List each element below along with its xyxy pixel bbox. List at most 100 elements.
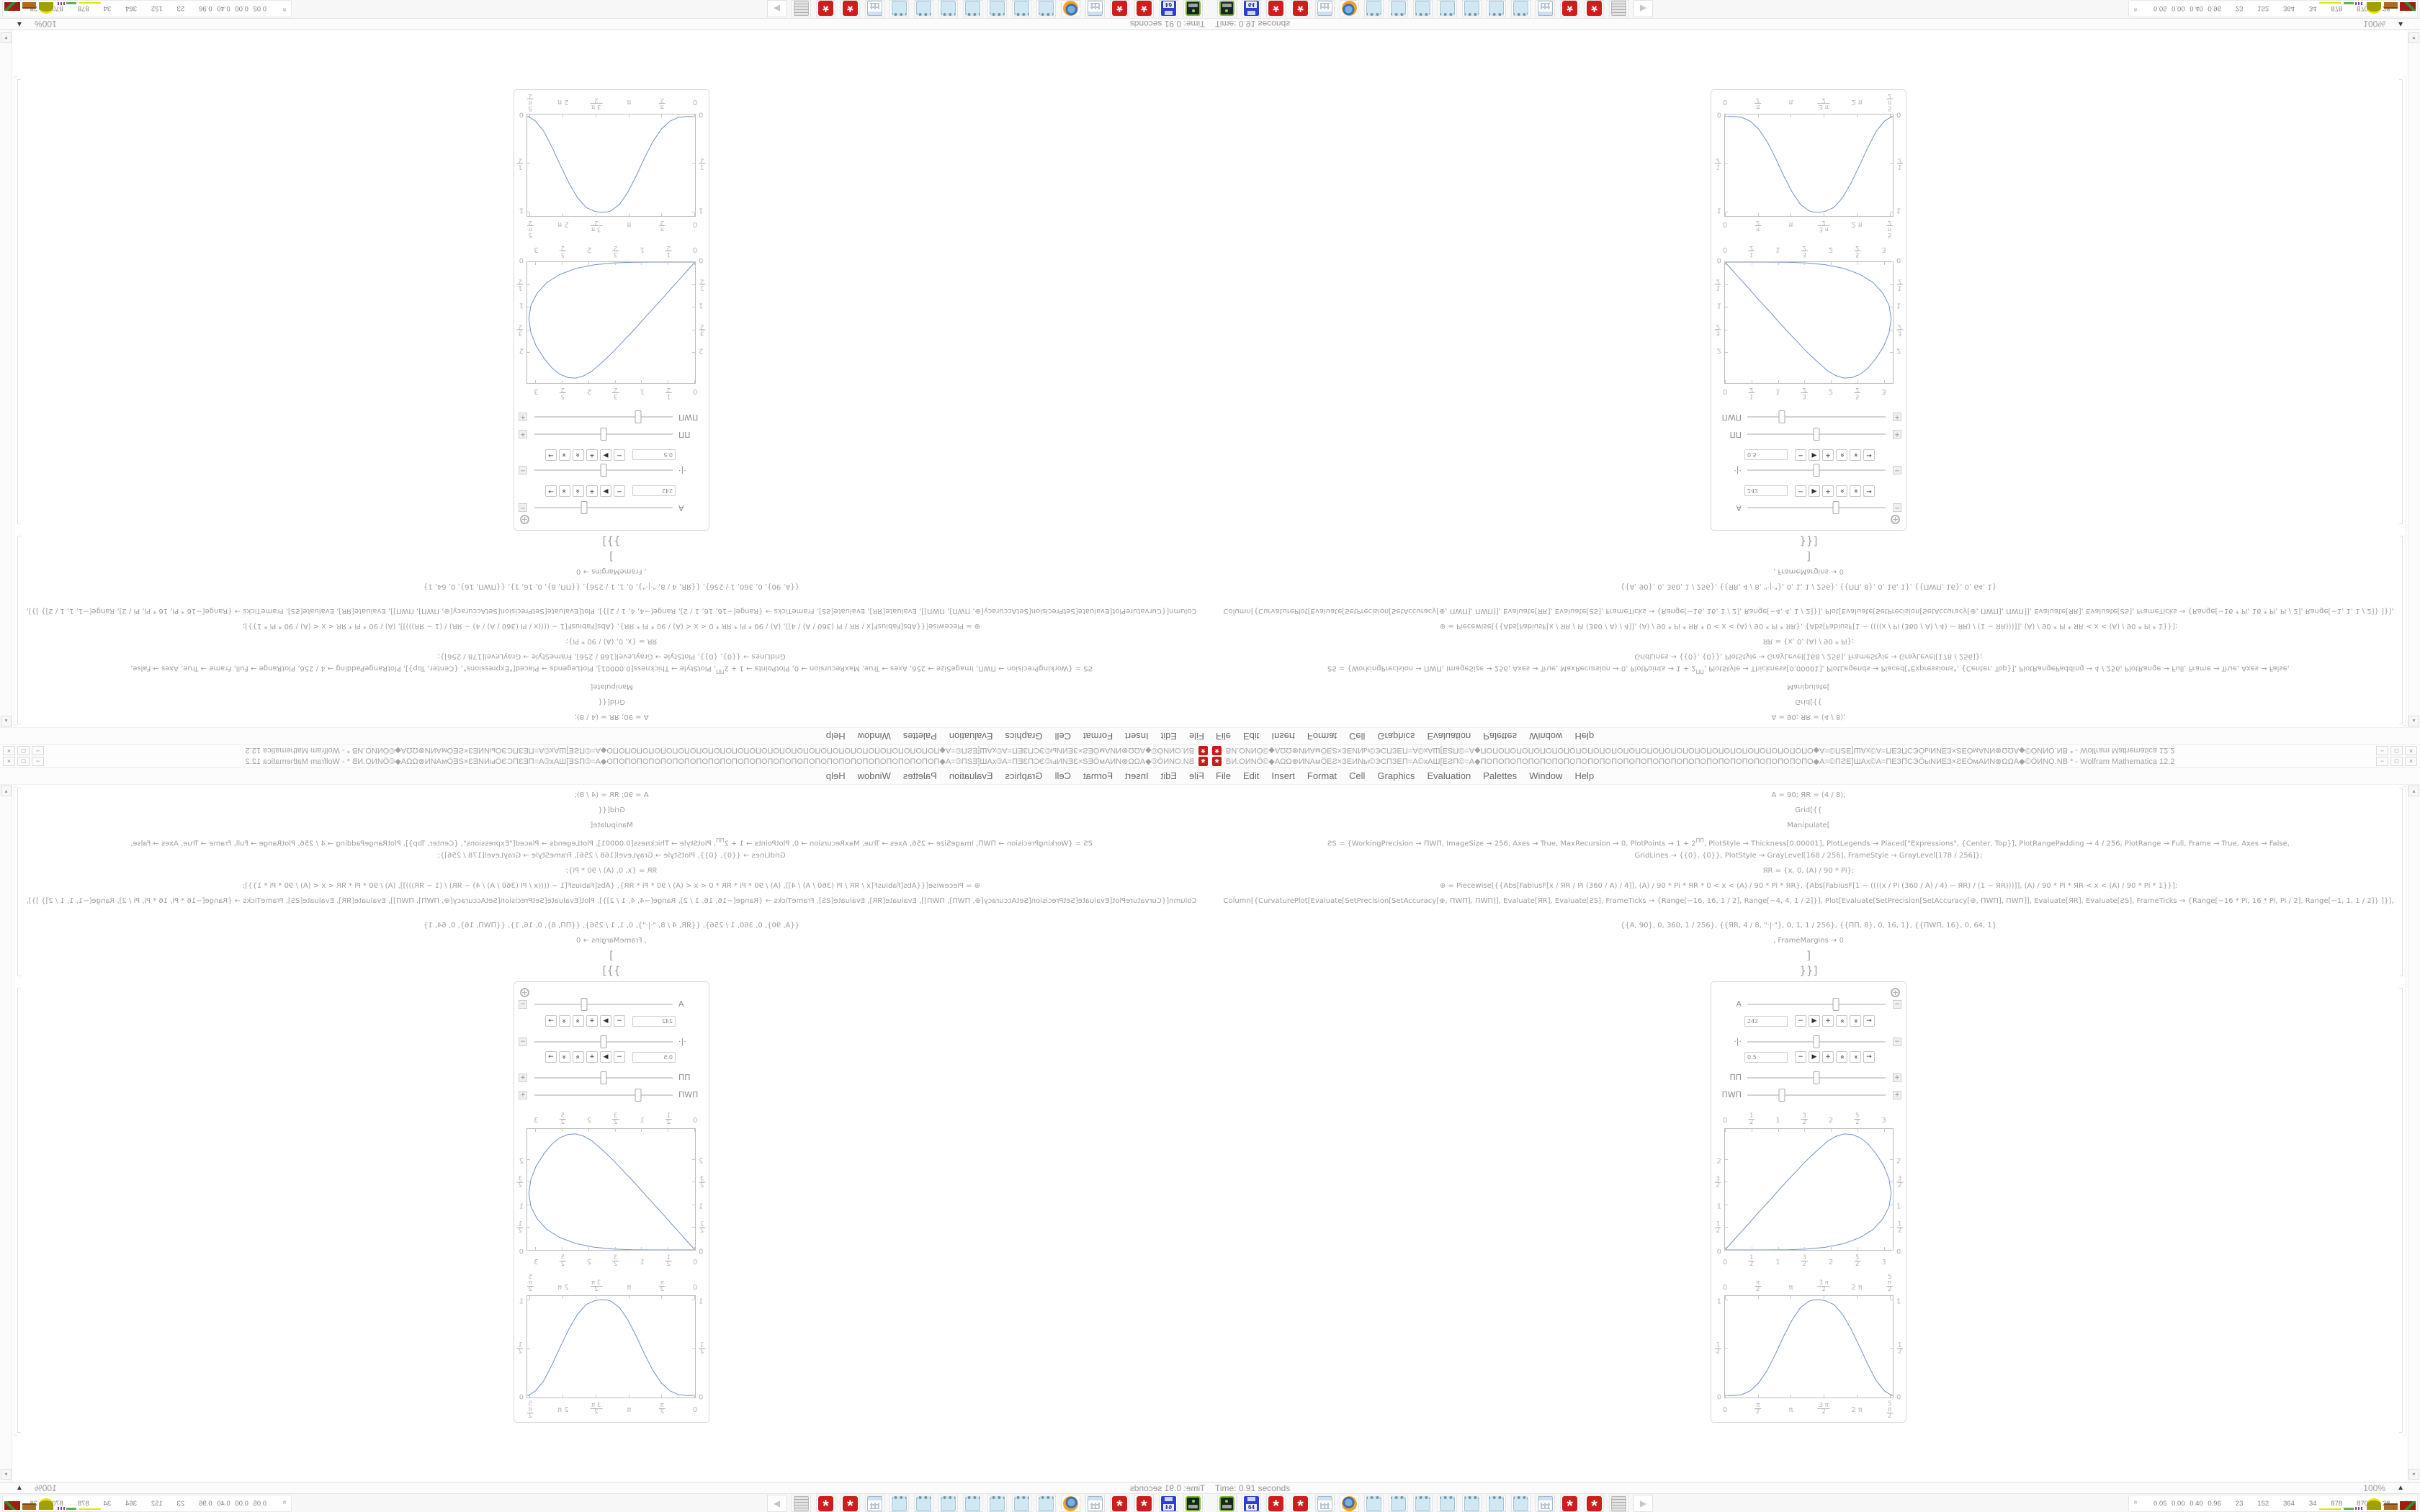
- scroll-up-icon[interactable]: ▴: [2408, 786, 2419, 796]
- collapse-toggle[interactable]: −: [519, 503, 527, 512]
- scroll-taskbar-button[interactable]: [792, 1495, 811, 1512]
- code-line[interactable]: ЯR = {x, 0, (A) / 90 * Pi};: [565, 637, 658, 645]
- menu-item-insert[interactable]: Insert: [1125, 770, 1149, 781]
- faster-button[interactable]: «: [573, 1051, 584, 1063]
- magnification-value[interactable]: 100%: [2363, 1483, 2385, 1493]
- slider-value-input[interactable]: [1744, 1016, 1788, 1027]
- gear-taskbar-button[interactable]: *: [1266, 1495, 1286, 1512]
- manipulate-options-icon[interactable]: +: [1891, 515, 1900, 524]
- code-line[interactable]: Grid[{{: [598, 698, 625, 706]
- slider-value-input[interactable]: [1744, 449, 1788, 460]
- gear-taskbar-button[interactable]: *: [1266, 0, 1286, 17]
- scroll-taskbar-button[interactable]: [1609, 0, 1628, 17]
- increment-button[interactable]: +: [586, 449, 598, 461]
- menu-item-graphics[interactable]: Graphics: [1377, 731, 1415, 742]
- slider-value-input[interactable]: [632, 1052, 676, 1063]
- code-line[interactable]: }}]: [602, 535, 621, 548]
- slider-thumb[interactable]: [635, 1089, 642, 1102]
- calculator-taskbar-button[interactable]: [1536, 1495, 1555, 1512]
- code-line[interactable]: A = 90; ЯR = (4 / 8);: [1771, 713, 1846, 721]
- code-line[interactable]: {{A, 90}, 0, 360, 1 / 256}, {{ЯR, 4 / 8,…: [1620, 922, 1997, 930]
- slider-thumb[interactable]: [1813, 1071, 1820, 1084]
- emulator-taskbar-button[interactable]: [1217, 1495, 1237, 1512]
- expand-toggle[interactable]: +: [1893, 430, 1901, 438]
- menu-item-graphics[interactable]: Graphics: [1005, 770, 1043, 781]
- slider-track[interactable]: [534, 462, 673, 478]
- code-line[interactable]: GridLines → {{0}, {0}}, PlotStyle → Gray…: [437, 652, 786, 660]
- gear-taskbar-button[interactable]: *: [1291, 1495, 1310, 1512]
- scroll-up-icon[interactable]: ▴: [2408, 716, 2419, 726]
- code-line[interactable]: ]: [1806, 949, 1811, 962]
- notepad-taskbar-button[interactable]: [1438, 1495, 1457, 1512]
- emulator-taskbar-button[interactable]: [1183, 0, 1203, 17]
- emulator-taskbar-button[interactable]: [1217, 0, 1237, 17]
- menu-item-evaluation[interactable]: Evaluation: [1427, 731, 1471, 742]
- menu-item-evaluation[interactable]: Evaluation: [1427, 770, 1471, 781]
- slider-track[interactable]: [1747, 1087, 1886, 1103]
- slider-thumb[interactable]: [600, 464, 607, 477]
- slider-thumb[interactable]: [1778, 1089, 1785, 1102]
- code-line[interactable]: Grid[{{: [598, 806, 625, 814]
- notepad-taskbar-button[interactable]: [1413, 0, 1433, 17]
- slider-thumb[interactable]: [1813, 1035, 1820, 1048]
- scroll-up-icon[interactable]: ▴: [1, 786, 12, 796]
- collapse-toggle[interactable]: −: [1893, 466, 1901, 474]
- notepad-taskbar-button[interactable]: [914, 1495, 933, 1512]
- code-line[interactable]: ƧS = {WorkingPrecision → ПWП, ImageSize …: [13, 833, 1210, 848]
- slider-track[interactable]: [1747, 996, 1886, 1012]
- expand-toggle[interactable]: +: [1893, 1074, 1901, 1082]
- slider-track[interactable]: [534, 500, 673, 516]
- notepad-taskbar-button[interactable]: [1036, 0, 1056, 17]
- decrement-button[interactable]: −: [1795, 1015, 1806, 1027]
- calculator-taskbar-button[interactable]: [1536, 0, 1555, 17]
- slider-value-input[interactable]: [1744, 1052, 1788, 1063]
- minimize-button[interactable]: −: [32, 746, 44, 755]
- firefox-taskbar-button[interactable]: [1061, 0, 1080, 17]
- notepad-taskbar-button[interactable]: [1012, 1495, 1031, 1512]
- menu-item-format[interactable]: Format: [1307, 731, 1337, 742]
- calculator-taskbar-button[interactable]: [1085, 1495, 1105, 1512]
- menu-item-graphics[interactable]: Graphics: [1005, 731, 1043, 742]
- increment-button[interactable]: +: [1822, 1051, 1834, 1063]
- code-line[interactable]: {{A, 90}, 0, 360, 1 / 256}, {{ЯR, 4 / 8,…: [1620, 582, 1997, 590]
- close-button[interactable]: ×: [3, 746, 15, 755]
- menu-item-palettes[interactable]: Palettes: [902, 731, 937, 742]
- gear-taskbar-button[interactable]: *: [1560, 0, 1579, 17]
- code-line[interactable]: {{A, 90}, 0, 360, 1 / 256}, {{ЯR, 4 / 8,…: [423, 922, 800, 930]
- code-line[interactable]: ƧS = {WorkingPrecision → ПWП, ImageSize …: [1210, 833, 2407, 848]
- gear-taskbar-button[interactable]: *: [1585, 1495, 1604, 1512]
- expand-toggle[interactable]: +: [519, 413, 527, 421]
- calculator-taskbar-button[interactable]: [865, 1495, 884, 1512]
- code-line[interactable]: Manipulate[: [590, 822, 633, 829]
- gear-taskbar-button[interactable]: *: [816, 1495, 835, 1512]
- slower-button[interactable]: »: [559, 1015, 570, 1027]
- menu-item-palettes[interactable]: Palettes: [902, 770, 937, 781]
- scroll-taskbar-button[interactable]: [792, 0, 811, 17]
- slider-thumb[interactable]: [581, 998, 588, 1011]
- output-cell-bracket[interactable]: [2399, 988, 2403, 1433]
- code-line[interactable]: ЯR = {x, 0, (A) / 90 * Pi};: [1762, 867, 1855, 875]
- faster-button[interactable]: «: [1836, 485, 1847, 497]
- menu-item-cell[interactable]: Cell: [1054, 731, 1071, 742]
- vertical-scrollbar[interactable]: ▴ ▾: [0, 30, 12, 727]
- magnification-toggle-icon[interactable]: ▲: [16, 20, 23, 28]
- menu-item-format[interactable]: Format: [1083, 770, 1113, 781]
- gear-taskbar-button[interactable]: *: [841, 1495, 860, 1512]
- slower-button[interactable]: »: [1850, 449, 1861, 461]
- minimize-button[interactable]: −: [2376, 746, 2388, 755]
- play-button[interactable]: ▶: [600, 1051, 611, 1063]
- direction-button[interactable]: →: [1863, 1051, 1875, 1063]
- slider-track[interactable]: [1747, 1034, 1886, 1050]
- play-button[interactable]: ▶: [600, 449, 611, 461]
- vertical-scrollbar[interactable]: ▴ ▾: [0, 785, 12, 1482]
- menu-item-palettes[interactable]: Palettes: [1483, 770, 1518, 781]
- slider-value-input[interactable]: [632, 485, 676, 496]
- code-line[interactable]: , FrameMargins → 0: [576, 567, 647, 575]
- slower-button[interactable]: »: [559, 449, 570, 461]
- slider-track[interactable]: [1747, 500, 1886, 516]
- code-line[interactable]: ⊕ = Piecewise[{{Abs[FabiusF[x / ЯR / Pi …: [242, 622, 981, 630]
- scroll-up-icon[interactable]: ▴: [1, 716, 12, 726]
- notepad-taskbar-button[interactable]: [1364, 1495, 1384, 1512]
- code-line[interactable]: , FrameMargins → 0: [1773, 567, 1844, 575]
- vertical-scrollbar[interactable]: ▴ ▾: [2408, 785, 2420, 1482]
